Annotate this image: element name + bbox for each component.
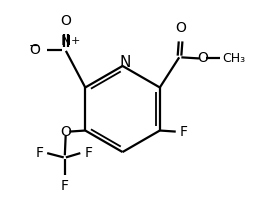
Text: +: + [71, 36, 81, 46]
Text: CH₃: CH₃ [222, 52, 245, 65]
Text: F: F [180, 125, 188, 139]
Text: O: O [60, 125, 71, 139]
Text: N: N [61, 34, 71, 48]
Text: −: − [29, 40, 39, 53]
Text: O: O [175, 21, 186, 35]
Text: F: F [84, 146, 92, 160]
Text: N: N [119, 54, 130, 70]
Text: F: F [61, 179, 69, 193]
Text: O: O [60, 14, 71, 28]
Text: O: O [197, 51, 208, 65]
Text: O: O [30, 43, 41, 57]
Text: F: F [35, 146, 43, 160]
